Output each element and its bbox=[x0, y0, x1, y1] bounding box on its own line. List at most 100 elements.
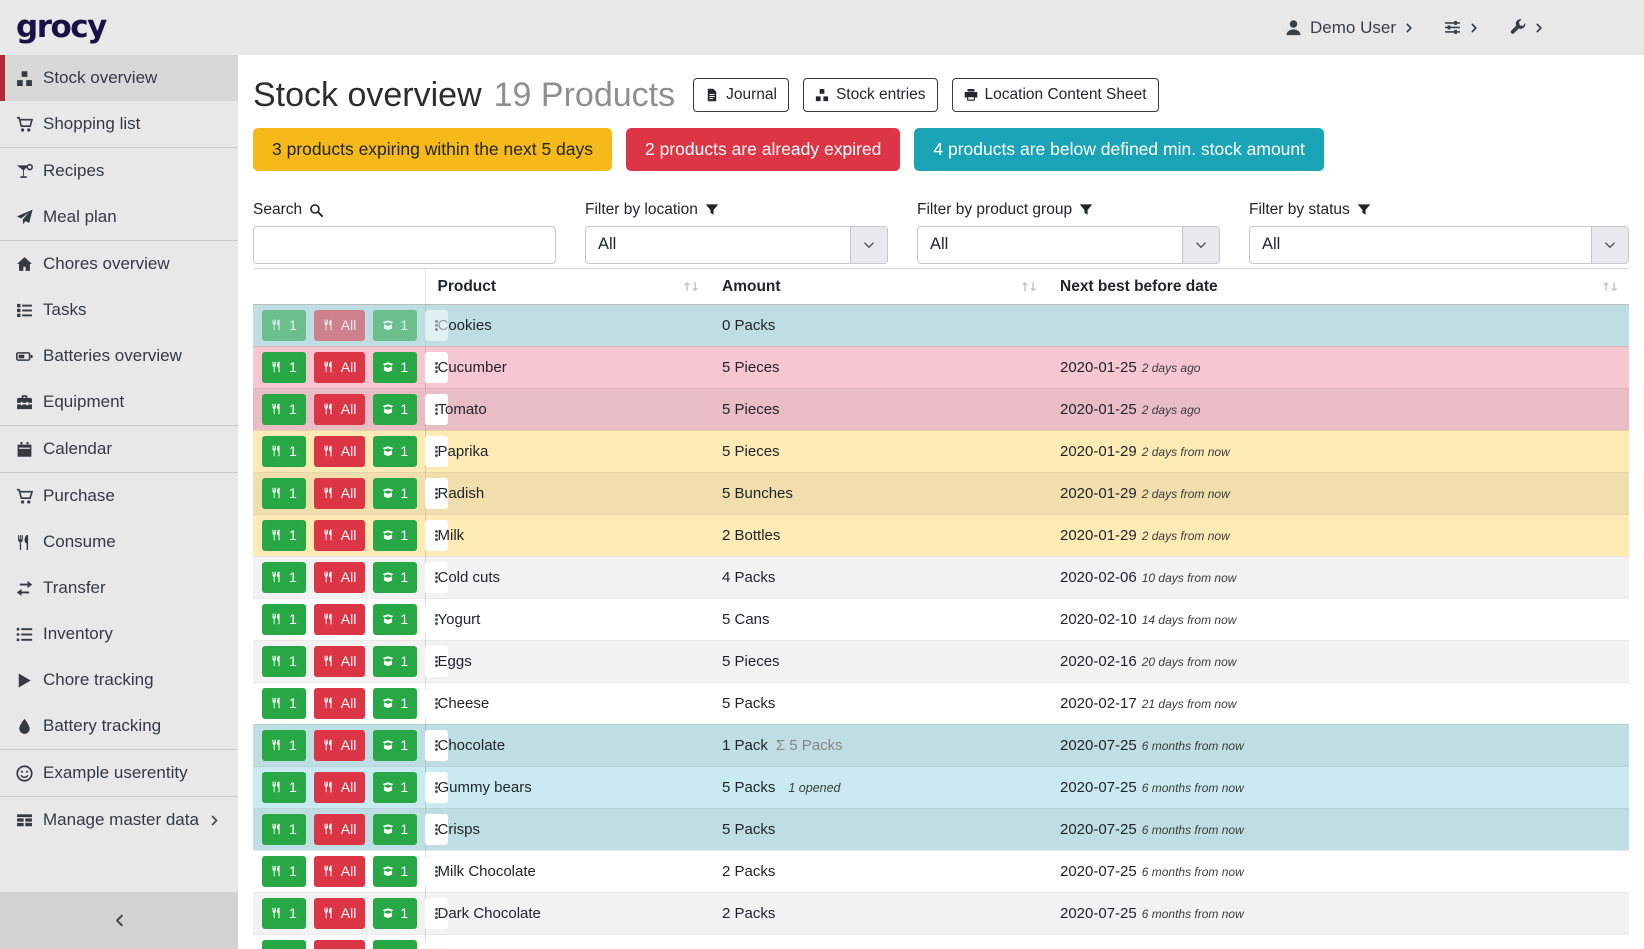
below-min-stock-alert[interactable]: 4 products are below defined min. stock … bbox=[914, 127, 1324, 171]
consume-one-button[interactable]: 1 bbox=[262, 687, 306, 719]
sidebar-item-tasks[interactable]: Tasks bbox=[0, 287, 238, 333]
consume-one-button[interactable]: 1 bbox=[262, 939, 306, 949]
open-one-button[interactable]: 1 bbox=[373, 813, 418, 845]
consume-all-button[interactable]: All bbox=[313, 645, 366, 677]
open-one-button[interactable]: 1 bbox=[373, 771, 418, 803]
sidebar-item-chores-overview[interactable]: Chores overview bbox=[0, 241, 238, 287]
user-menu-button[interactable]: Demo User bbox=[1285, 18, 1414, 38]
open-one-button[interactable]: 1 bbox=[373, 687, 418, 719]
open-one-button[interactable]: 1 bbox=[373, 309, 418, 341]
consume-all-button[interactable]: All bbox=[313, 561, 366, 593]
sidebar-item-chore-tracking[interactable]: Chore tracking bbox=[0, 657, 238, 703]
consume-all-button[interactable]: All bbox=[313, 729, 366, 761]
sort-icon[interactable]: ↑↓ bbox=[1019, 279, 1038, 294]
open-one-button[interactable]: 1 bbox=[373, 519, 418, 551]
consume-one-button[interactable]: 1 bbox=[262, 561, 306, 593]
expired-products-alert[interactable]: 2 products are already expired bbox=[626, 127, 901, 171]
consume-all-button[interactable]: All bbox=[313, 519, 366, 551]
status-filter-select[interactable]: All bbox=[1249, 225, 1629, 264]
open-one-button[interactable]: 1 bbox=[373, 477, 418, 509]
consume-one-button[interactable]: 1 bbox=[262, 519, 306, 551]
consume-all-button[interactable]: All bbox=[313, 435, 366, 467]
open-one-button[interactable]: 1 bbox=[373, 855, 418, 887]
filter-bar: Search Filter by location All Filter by … bbox=[253, 201, 1629, 264]
consume-all-button[interactable]: All bbox=[313, 939, 366, 949]
consume-all-button[interactable]: All bbox=[313, 855, 366, 887]
consume-one-button[interactable]: 1 bbox=[262, 477, 306, 509]
open-one-button[interactable]: 1 bbox=[373, 393, 418, 425]
consume-one-button[interactable]: 1 bbox=[262, 603, 306, 635]
consume-one-button[interactable]: 1 bbox=[262, 309, 306, 341]
open-one-button[interactable]: 1 bbox=[373, 561, 418, 593]
consume-one-button[interactable]: 1 bbox=[262, 351, 306, 383]
preferences-menu-button[interactable] bbox=[1444, 19, 1479, 36]
consume-all-button[interactable]: All bbox=[313, 393, 366, 425]
open-one-button[interactable]: 1 bbox=[373, 435, 418, 467]
product-name: Milk bbox=[437, 526, 465, 544]
consume-all-button[interactable]: All bbox=[313, 603, 366, 635]
open-one-button[interactable]: 1 bbox=[373, 645, 418, 677]
sidebar-item-purchase[interactable]: Purchase bbox=[0, 473, 238, 519]
chevron-right-icon bbox=[1534, 23, 1544, 33]
row-menu-button[interactable] bbox=[425, 939, 449, 949]
boxes-icon bbox=[16, 70, 33, 87]
sort-icon[interactable]: ↑↓ bbox=[681, 279, 700, 294]
consume-one-button[interactable]: 1 bbox=[262, 855, 306, 887]
location-content-sheet-button[interactable]: Location Content Sheet bbox=[951, 78, 1159, 113]
amount-column-header[interactable]: Amount ↑↓ bbox=[710, 267, 1048, 305]
sidebar-collapse-button[interactable] bbox=[0, 892, 238, 949]
consume-one-button[interactable]: 1 bbox=[262, 897, 306, 929]
stock-entries-button[interactable]: Stock entries bbox=[802, 78, 938, 113]
consume-one-button[interactable]: 1 bbox=[262, 393, 306, 425]
amount-value: 2 Bottles bbox=[722, 526, 781, 544]
consume-all-button[interactable]: All bbox=[313, 351, 366, 383]
open-one-button[interactable]: 1 bbox=[373, 603, 418, 635]
product-column-header[interactable]: Product ↑↓ bbox=[425, 267, 710, 305]
open-one-button[interactable]: 1 bbox=[373, 351, 418, 383]
sidebar-item-consume[interactable]: Consume bbox=[0, 519, 238, 565]
date-column-header[interactable]: Next best before date ↑↓ bbox=[1048, 267, 1629, 305]
location-filter-select[interactable]: All bbox=[585, 225, 888, 264]
consume-all-button[interactable]: All bbox=[313, 897, 366, 929]
consume-one-button[interactable]: 1 bbox=[262, 729, 306, 761]
sidebar-item-example-userentity[interactable]: Example userentity bbox=[0, 750, 238, 796]
open-one-button[interactable]: 1 bbox=[373, 897, 418, 929]
sidebar-item-manage-master-data[interactable]: Manage master data bbox=[0, 797, 238, 843]
sidebar-item-equipment[interactable]: Equipment bbox=[0, 379, 238, 425]
table-row: 1 All 1 Cheese 5 Packs 2020-02-17 21 days… bbox=[253, 682, 1629, 725]
consume-all-button[interactable]: All bbox=[313, 309, 366, 341]
admin-settings-menu-button[interactable] bbox=[1509, 19, 1544, 36]
sidebar-item-meal-plan[interactable]: Meal plan bbox=[0, 194, 238, 240]
consume-one-button[interactable]: 1 bbox=[262, 435, 306, 467]
consume-one-button[interactable]: 1 bbox=[262, 645, 306, 677]
open-one-button[interactable]: 1 bbox=[373, 939, 418, 949]
sidebar-item-shopping-list[interactable]: Shopping list bbox=[0, 101, 238, 147]
utensils-icon bbox=[323, 403, 335, 415]
sidebar-item-recipes[interactable]: Recipes bbox=[0, 148, 238, 194]
consume-all-button[interactable]: All bbox=[313, 771, 366, 803]
sidebar-item-battery-tracking[interactable]: Battery tracking bbox=[0, 703, 238, 749]
row-menu-button[interactable] bbox=[425, 309, 449, 341]
journal-button[interactable]: Journal bbox=[693, 78, 789, 113]
box-open-icon bbox=[382, 403, 394, 415]
sidebar-item-calendar[interactable]: Calendar bbox=[0, 426, 238, 472]
consume-one-button[interactable]: 1 bbox=[262, 771, 306, 803]
consume-one-button[interactable]: 1 bbox=[262, 813, 306, 845]
box-open-icon bbox=[382, 781, 394, 793]
sidebar-item-stock-overview[interactable]: Stock overview bbox=[0, 55, 238, 101]
sidebar-item-inventory[interactable]: Inventory bbox=[0, 611, 238, 657]
utensils-icon bbox=[323, 823, 335, 835]
app-logo[interactable]: grocy bbox=[16, 9, 107, 45]
row-actions: 1 All 1 bbox=[262, 309, 449, 341]
location-filter: Filter by location All bbox=[585, 201, 917, 264]
sidebar-item-transfer[interactable]: Transfer bbox=[0, 565, 238, 611]
open-one-button[interactable]: 1 bbox=[373, 729, 418, 761]
sidebar-item-batteries-overview[interactable]: Batteries overview bbox=[0, 333, 238, 379]
consume-all-button[interactable]: All bbox=[313, 813, 366, 845]
consume-all-button[interactable]: All bbox=[313, 687, 366, 719]
sort-icon[interactable]: ↑↓ bbox=[1600, 279, 1619, 294]
expiring-products-alert[interactable]: 3 products expiring within the next 5 da… bbox=[253, 127, 613, 171]
consume-all-button[interactable]: All bbox=[313, 477, 366, 509]
search-input[interactable] bbox=[253, 225, 556, 264]
product-group-filter-select[interactable]: All bbox=[917, 225, 1220, 264]
